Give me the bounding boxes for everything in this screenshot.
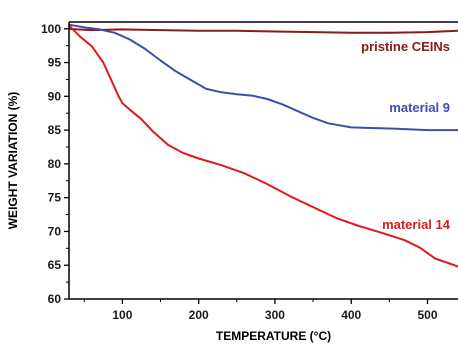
y-axis-title: WEIGHT VARIATION (%) <box>6 92 20 230</box>
x-tick-label: 500 <box>417 308 437 322</box>
y-tick-label: 80 <box>48 157 62 171</box>
x-tick-label: 400 <box>341 308 361 322</box>
series-labels: pristine CEINs material 9 material 14 <box>361 39 451 232</box>
x-tick-label: 300 <box>265 308 285 322</box>
y-tick-label: 100 <box>41 22 61 36</box>
y-tick-label: 90 <box>48 89 62 103</box>
series-label-2: material 9 <box>389 100 450 115</box>
y-tick-label: 60 <box>48 292 62 306</box>
y-tick-label: 85 <box>48 123 62 137</box>
y-tick-label: 70 <box>48 224 62 238</box>
series-label-3: material 14 <box>382 217 451 232</box>
x-tick-label: 100 <box>112 308 132 322</box>
series-line-1 <box>69 29 458 33</box>
y-tick-label: 65 <box>48 258 62 272</box>
y-tick-label: 95 <box>48 56 62 70</box>
axes <box>64 22 458 304</box>
series-label-1: pristine CEINs <box>361 39 450 54</box>
x-tick-label: 200 <box>189 308 209 322</box>
y-tick-label: 75 <box>48 191 62 205</box>
x-axis-title: TEMPERATURE (°C) <box>216 329 331 343</box>
